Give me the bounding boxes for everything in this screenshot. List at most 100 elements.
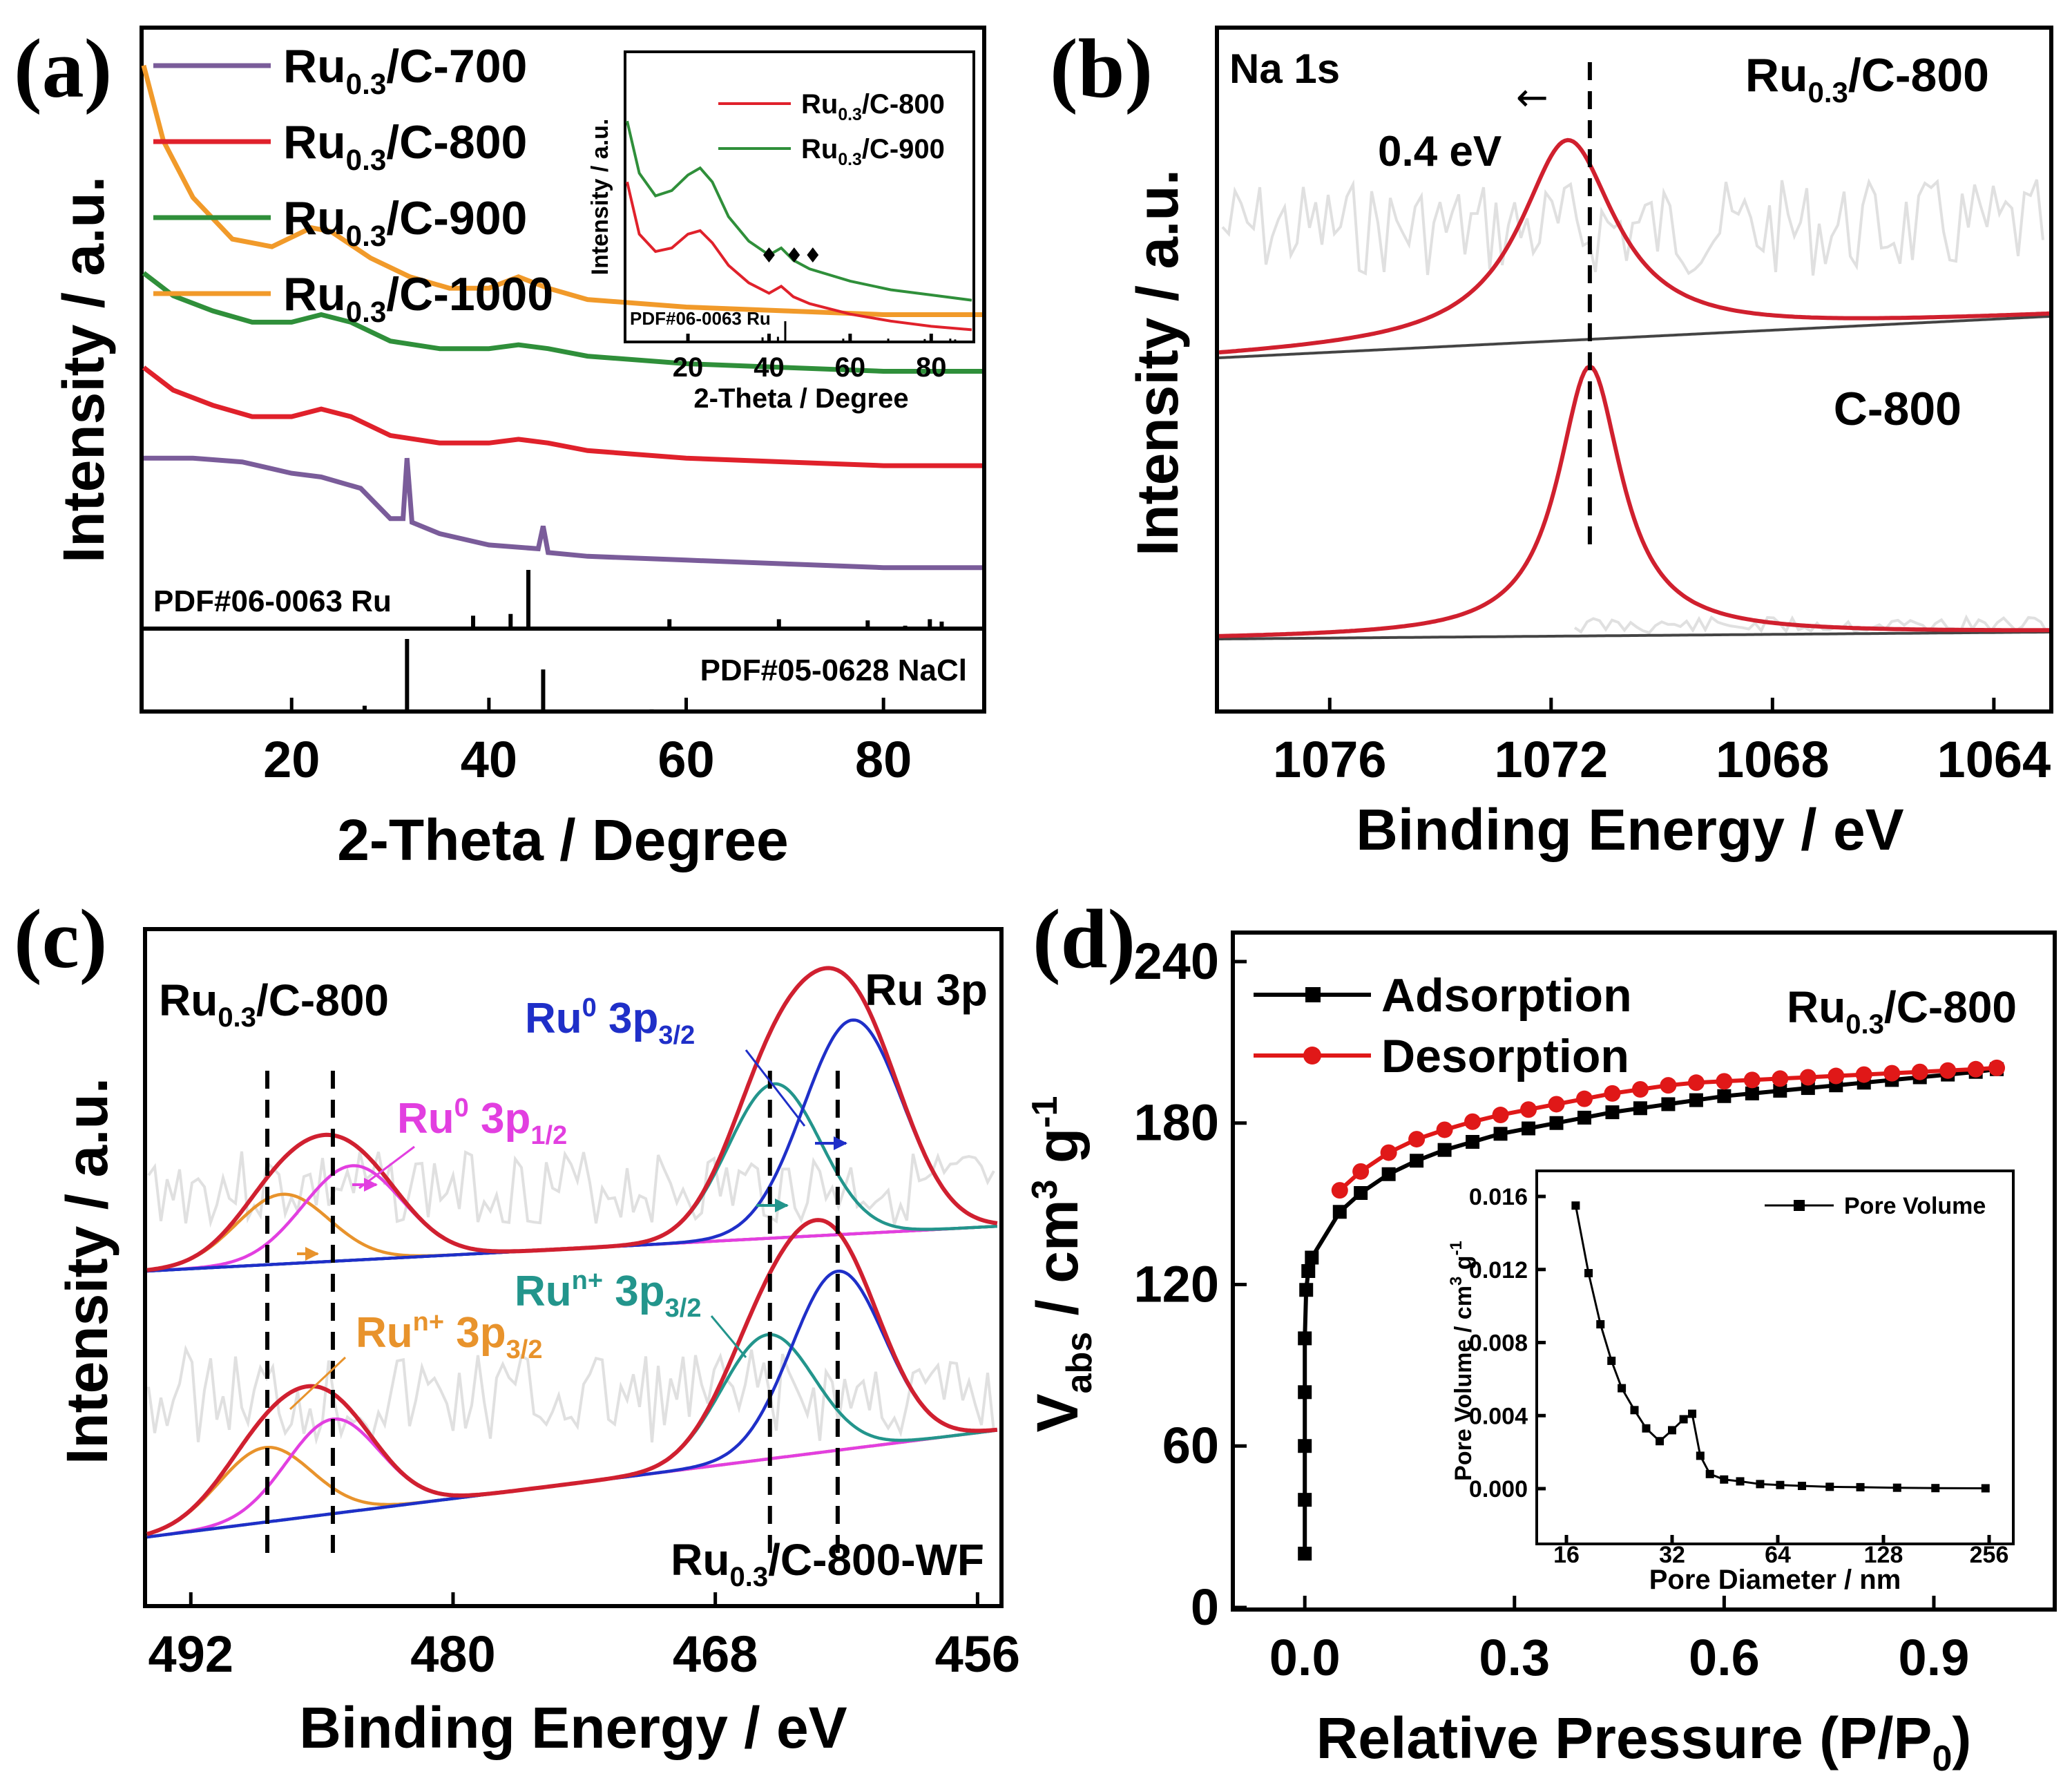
inset-d-ylabel: Pore Volume / cm3 g-1 [1447,1241,1477,1481]
x-tick-label-1064: 1064 [1937,731,2051,788]
fit-C-800 [1218,364,2049,638]
inset-legend-label-Ru0.3/C-900-rest: /C-900 [862,134,945,164]
point-Desorption [1716,1073,1733,1090]
leader-run-3p32 [710,1315,747,1358]
x-tick-label-1068: 1068 [1716,731,1830,788]
sample-label-1: Ru0.3/C-800 [159,975,389,1033]
inset-x-tick-label-60: 60 [835,352,866,383]
inset-d-frame [1535,1170,2015,1545]
y-tick-label-120: 120 [1134,1255,1219,1312]
point-Desorption [1687,1074,1705,1091]
panel-a-ylabel: Intensity / a.u. [51,176,116,563]
point-Desorption [1520,1101,1537,1118]
inset-legend-label-Ru0.3/C-900: Ru0.3/C-900 [801,134,945,169]
panel-c-raw-spectra [147,1149,995,1445]
point-Adsorption [1299,1283,1314,1297]
legend-label-Ru0.3/C-800-rest: /C-800 [386,116,527,169]
panel-b-frame [1215,26,2053,714]
inset-a-ylabel: Intensity / a.u. [587,119,613,276]
fit-Ru0.3/C-800 [1218,137,2050,355]
inset-y-tick-label-0: 0.000 [1469,1476,1528,1502]
pore-volume-point [1756,1480,1765,1489]
panel-c-label: (c) [14,892,107,986]
inset-d-legend-label: Pore Volume [1844,1193,1986,1219]
point-Adsorption [1577,1110,1591,1125]
legend-label-Ru0.3/C-900-rest: /C-900 [386,192,527,245]
inset-y-tick-label-1: 0.004 [1469,1403,1528,1429]
series-Ru0.3/C-1000 [141,64,982,317]
raw-spectrum-c800 [1573,614,2049,635]
point-Desorption [1380,1144,1397,1161]
point-Desorption [1408,1131,1426,1148]
panel-b-fits [1218,137,2050,640]
inset-y-tick-label-3: 0.012 [1469,1257,1528,1283]
point-Desorption [1575,1090,1593,1107]
x-tick-label-60: 60 [658,731,714,788]
panel-d-label: (d) [1033,892,1135,986]
pore-volume-point [1981,1484,1990,1493]
pore-volume-point [1618,1384,1627,1393]
panel-b-x-ticks: 1076 1072 1068 1064 [1273,698,2051,788]
legend-label-Ru0.3/C-800-sub: 0.3 [346,144,387,176]
pore-volume-point [1607,1356,1616,1365]
legend-label-Ru0.3/C-800: Ru0.3/C-800 [283,116,527,176]
panel-d-frame [1231,930,2057,1612]
ref-label-ru: PDF#06-0063 Ru [153,584,392,618]
point-Adsorption [1410,1154,1424,1168]
panel-a-xlabel: 2-Theta / Degree [337,808,789,872]
pore-volume-line [1574,1205,1986,1489]
series-Ru0.3/C-900 [142,271,982,374]
background-Ru0.3/C-800 [1218,315,2050,359]
point-Adsorption [1717,1089,1732,1103]
panel-d-series [1298,1059,2006,1561]
inset-a-x-ticks: 20 40 60 80 [673,334,947,383]
panel-a-x-ticks: 20 40 60 80 [263,698,912,788]
inset-a-series [626,120,972,332]
x-tick-label-40: 40 [461,731,517,788]
point-Adsorption [1522,1121,1536,1136]
pore-volume-point [1856,1482,1865,1491]
inset-d-ticks: 16 32 64 128 256 0.000 0.004 0.008 0.012 0.016 [1469,1184,2008,1568]
x-tick-label-480: 480 [410,1625,495,1683]
panel-c-shift-arrows [289,1049,847,1411]
annot-ru0-3p32: Ru0 3p3/2 [525,993,695,1050]
point-Desorption [1631,1081,1649,1098]
x-tick-label-20: 20 [263,731,320,788]
point-Adsorption [1549,1116,1564,1130]
pore-volume-point [1736,1477,1745,1486]
legend-label-Ru0.3/C-800-base: Ru [283,116,346,169]
pore-volume-point [1668,1426,1676,1435]
x-tick-label-0.3: 0.3 [1479,1629,1550,1686]
inset-series-Ru0.3/C-900 [626,120,972,302]
legend-label-Ru0.3/C-1000: Ru0.3/C-1000 [283,268,553,328]
inset-legend-label-Ru0.3/C-900-base: Ru [801,134,838,164]
inset-x-tick-label-20: 20 [673,352,704,383]
point-Adsorption [1437,1143,1452,1157]
panel-d-axes-ticks: 0.0 0.3 0.6 0.9 0 60 120 180 240 [1134,933,1970,1686]
ref-label-nacl: PDF#05-0628 NaCl [700,653,967,687]
legend-label-Ru0.3/C-900: Ru0.3/C-900 [283,192,527,252]
panel-d-xlabel: Relative Pressure (P/P0) [1316,1706,1972,1779]
panel-a-series [141,64,982,571]
legend-label-Ru0.3/C-700-rest: /C-700 [386,40,527,93]
legend-label-Ru0.3/C-900-sub: 0.3 [346,220,387,252]
shift-arrow: ← [1516,75,1548,120]
x-tick-label-1072: 1072 [1494,731,1608,788]
x-tick-label-0.9: 0.9 [1899,1629,1970,1686]
point-Desorption [1883,1065,1901,1082]
pore-volume-point [1656,1437,1665,1446]
panel-c-frame [143,927,1004,1608]
leader-run-3p12 [289,1356,347,1411]
point-Desorption [1464,1113,1481,1130]
inset-series-Ru0.3/C-800 [626,181,972,332]
pore-volume-point [1720,1475,1729,1484]
point-Adsorption [1301,1264,1316,1278]
panel-c-title: Ru 3p [865,965,988,1015]
point-Adsorption [1298,1385,1312,1400]
inset-x-tick-label-64: 64 [1765,1542,1791,1568]
pore-volume-point [1584,1269,1593,1278]
inset-x-tick-label-16: 16 [1553,1542,1580,1568]
point-Desorption [1967,1060,1984,1078]
point-Adsorption [1298,1547,1312,1561]
inset-a-frame [624,50,975,343]
